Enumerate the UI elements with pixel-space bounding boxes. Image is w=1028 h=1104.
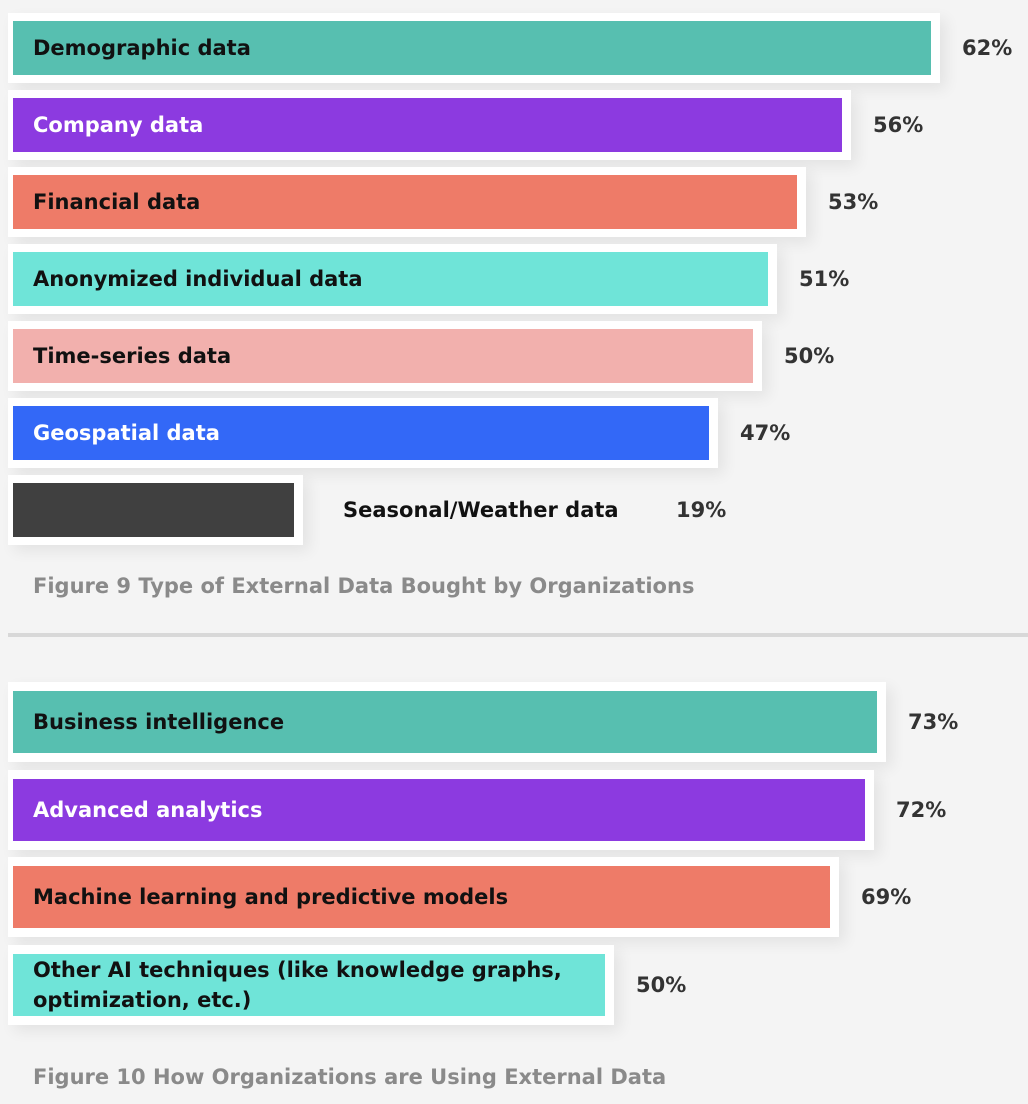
bar [13, 483, 294, 537]
bar [13, 98, 842, 152]
figure-9-caption: Figure 9 Type of External Data Bought by… [33, 574, 695, 598]
bar [13, 406, 709, 460]
bar-label: Machine learning and predictive models [33, 885, 509, 909]
bar-value-label: 69% [861, 885, 912, 909]
bar-value-label: 50% [784, 344, 835, 368]
bar-label: Business intelligence [33, 710, 285, 734]
bar-label: Advanced analytics [33, 797, 263, 822]
bar [13, 175, 797, 229]
bar-value-label: 72% [896, 797, 947, 822]
bar-row: Anonymized individual data 51% [8, 244, 849, 314]
bar-label: Demographic data [33, 36, 251, 60]
bar-value-label: 53% [828, 190, 879, 214]
bar-row: Demographic data 62% [8, 13, 1012, 83]
bar-label: Anonymized individual data [33, 267, 363, 291]
bar-label: Seasonal/Weather data [343, 498, 619, 522]
bar-label: Other AI techniques (like knowledge grap… [33, 957, 562, 1012]
bar [13, 866, 830, 928]
bar [13, 691, 877, 753]
external-data-usage-chart: Business intelligence 73% Advanced analyti… [0, 670, 1028, 1030]
bar-row: Company data 56% [8, 90, 923, 160]
bar-label: Financial data [33, 190, 201, 214]
bar-row: Other AI techniques (like knowledge grap… [8, 944, 686, 1025]
bar-value-label: 47% [740, 421, 791, 445]
bar [13, 329, 753, 383]
figure-10-caption: Figure 10 How Organizations are Using Ex… [33, 1065, 667, 1089]
bar-row: Seasonal/Weather data 19% [8, 475, 726, 545]
bar-row: Business intelligence 73% [8, 682, 958, 762]
bar-label: Geospatial data [33, 421, 220, 445]
bar-row: Advanced analytics 72% [8, 769, 946, 850]
bar-row: Machine learning and predictive models 69… [8, 857, 911, 937]
external-data-bought-chart: Demographic data 62% Company data 56% Financ… [8, 13, 1012, 545]
bar-row: Financial data 53% [8, 167, 878, 237]
bar-value-label: 50% [636, 972, 687, 997]
bar-value-label: 62% [962, 36, 1013, 60]
bar-label: Company data [33, 113, 204, 137]
bar-value-label: 73% [908, 710, 959, 734]
bar-row: Time-series data 50% [8, 321, 834, 391]
bar [13, 252, 768, 306]
bar-label: Time-series data [33, 344, 232, 368]
bar-row: Geospatial data 47% [8, 398, 790, 468]
section-divider [8, 633, 1028, 637]
bar-value-label: 56% [873, 113, 924, 137]
bar [13, 778, 865, 841]
bar [13, 953, 605, 1016]
bar-value-label: 51% [799, 267, 850, 291]
bar-value-label: 19% [676, 498, 727, 522]
bar [13, 21, 931, 75]
